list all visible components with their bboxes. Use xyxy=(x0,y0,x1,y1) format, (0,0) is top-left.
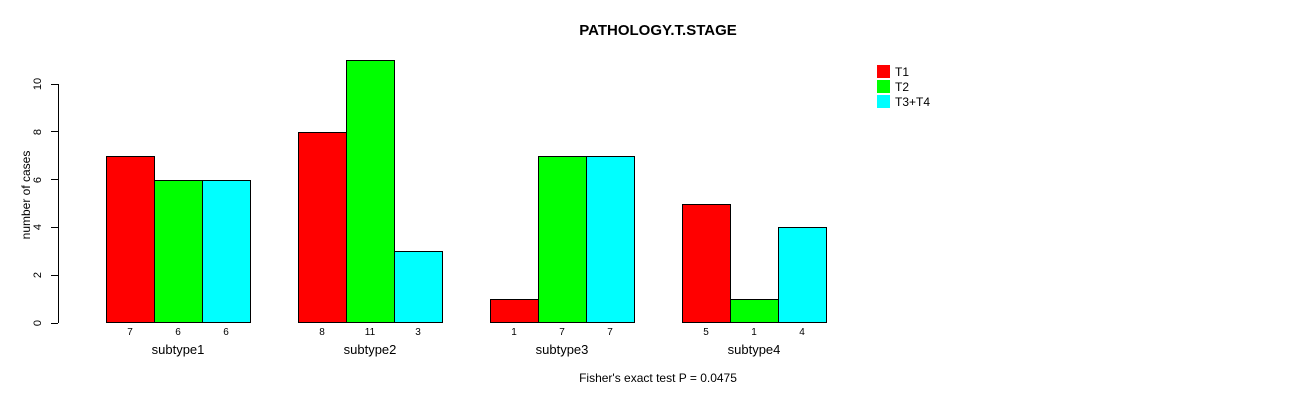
y-tick xyxy=(51,274,58,276)
y-tick-label: 10 xyxy=(32,77,44,91)
bar-T2-subtype3 xyxy=(538,155,587,323)
y-tick xyxy=(51,322,58,324)
bar-value-label: 4 xyxy=(799,327,805,338)
y-tick-label: 0 xyxy=(32,319,44,327)
y-tick xyxy=(51,131,58,133)
legend-label: T1 xyxy=(895,64,910,79)
legend: T1 T2 T3+T4 xyxy=(877,64,930,109)
bar-T3+T4-subtype1 xyxy=(202,179,251,323)
bar-value-label: 1 xyxy=(511,327,517,338)
y-tick-label: 2 xyxy=(32,272,44,279)
legend-swatch xyxy=(877,95,890,108)
bar-T2-subtype4 xyxy=(730,299,779,323)
x-category-label: subtype4 xyxy=(727,342,781,357)
legend-swatch xyxy=(877,80,890,93)
bar-value-label: 5 xyxy=(703,327,709,338)
y-tick xyxy=(51,179,58,181)
bar-value-label: 6 xyxy=(175,327,181,338)
bar-value-label: 7 xyxy=(607,327,613,338)
bar-value-label: 6 xyxy=(223,327,229,338)
y-tick-label: 4 xyxy=(32,224,44,231)
bar-T1-subtype4 xyxy=(682,203,731,323)
bar-value-label: 7 xyxy=(127,327,133,338)
legend-item-t3t4: T3+T4 xyxy=(877,94,930,109)
bar-T2-subtype1 xyxy=(154,179,203,323)
bar-T1-subtype1 xyxy=(106,155,155,323)
x-category-label: subtype2 xyxy=(343,342,397,357)
legend-label: T2 xyxy=(895,79,910,94)
bar-T3+T4-subtype4 xyxy=(778,227,827,323)
legend-item-t1: T1 xyxy=(877,64,930,79)
y-axis-label: number of cases xyxy=(19,150,33,240)
y-tick-label: 8 xyxy=(32,128,44,135)
x-category-label: subtype3 xyxy=(535,342,589,357)
bar-T1-subtype2 xyxy=(298,131,347,323)
bar-T2-subtype2 xyxy=(346,60,395,323)
legend-label: T3+T4 xyxy=(895,94,931,109)
y-tick xyxy=(51,226,58,228)
bar-value-label: 8 xyxy=(319,327,325,338)
legend-item-t2: T2 xyxy=(877,79,930,94)
bar-value-label: 7 xyxy=(559,327,565,338)
bar-value-label: 11 xyxy=(364,327,376,338)
y-axis-line xyxy=(58,84,59,323)
bar-T1-subtype3 xyxy=(490,299,539,323)
legend-swatch xyxy=(877,65,890,78)
x-category-label: subtype1 xyxy=(151,342,205,357)
y-tick-label: 6 xyxy=(32,176,44,183)
footnote: Fisher's exact test P = 0.0475 xyxy=(579,371,737,385)
chart-title: PATHOLOGY.T.STAGE xyxy=(579,22,737,39)
bar-T3+T4-subtype2 xyxy=(394,251,443,323)
bar-T3+T4-subtype3 xyxy=(586,155,635,323)
bar-value-label: 1 xyxy=(751,327,757,338)
bar-value-label: 3 xyxy=(415,327,421,338)
y-tick xyxy=(51,83,58,85)
